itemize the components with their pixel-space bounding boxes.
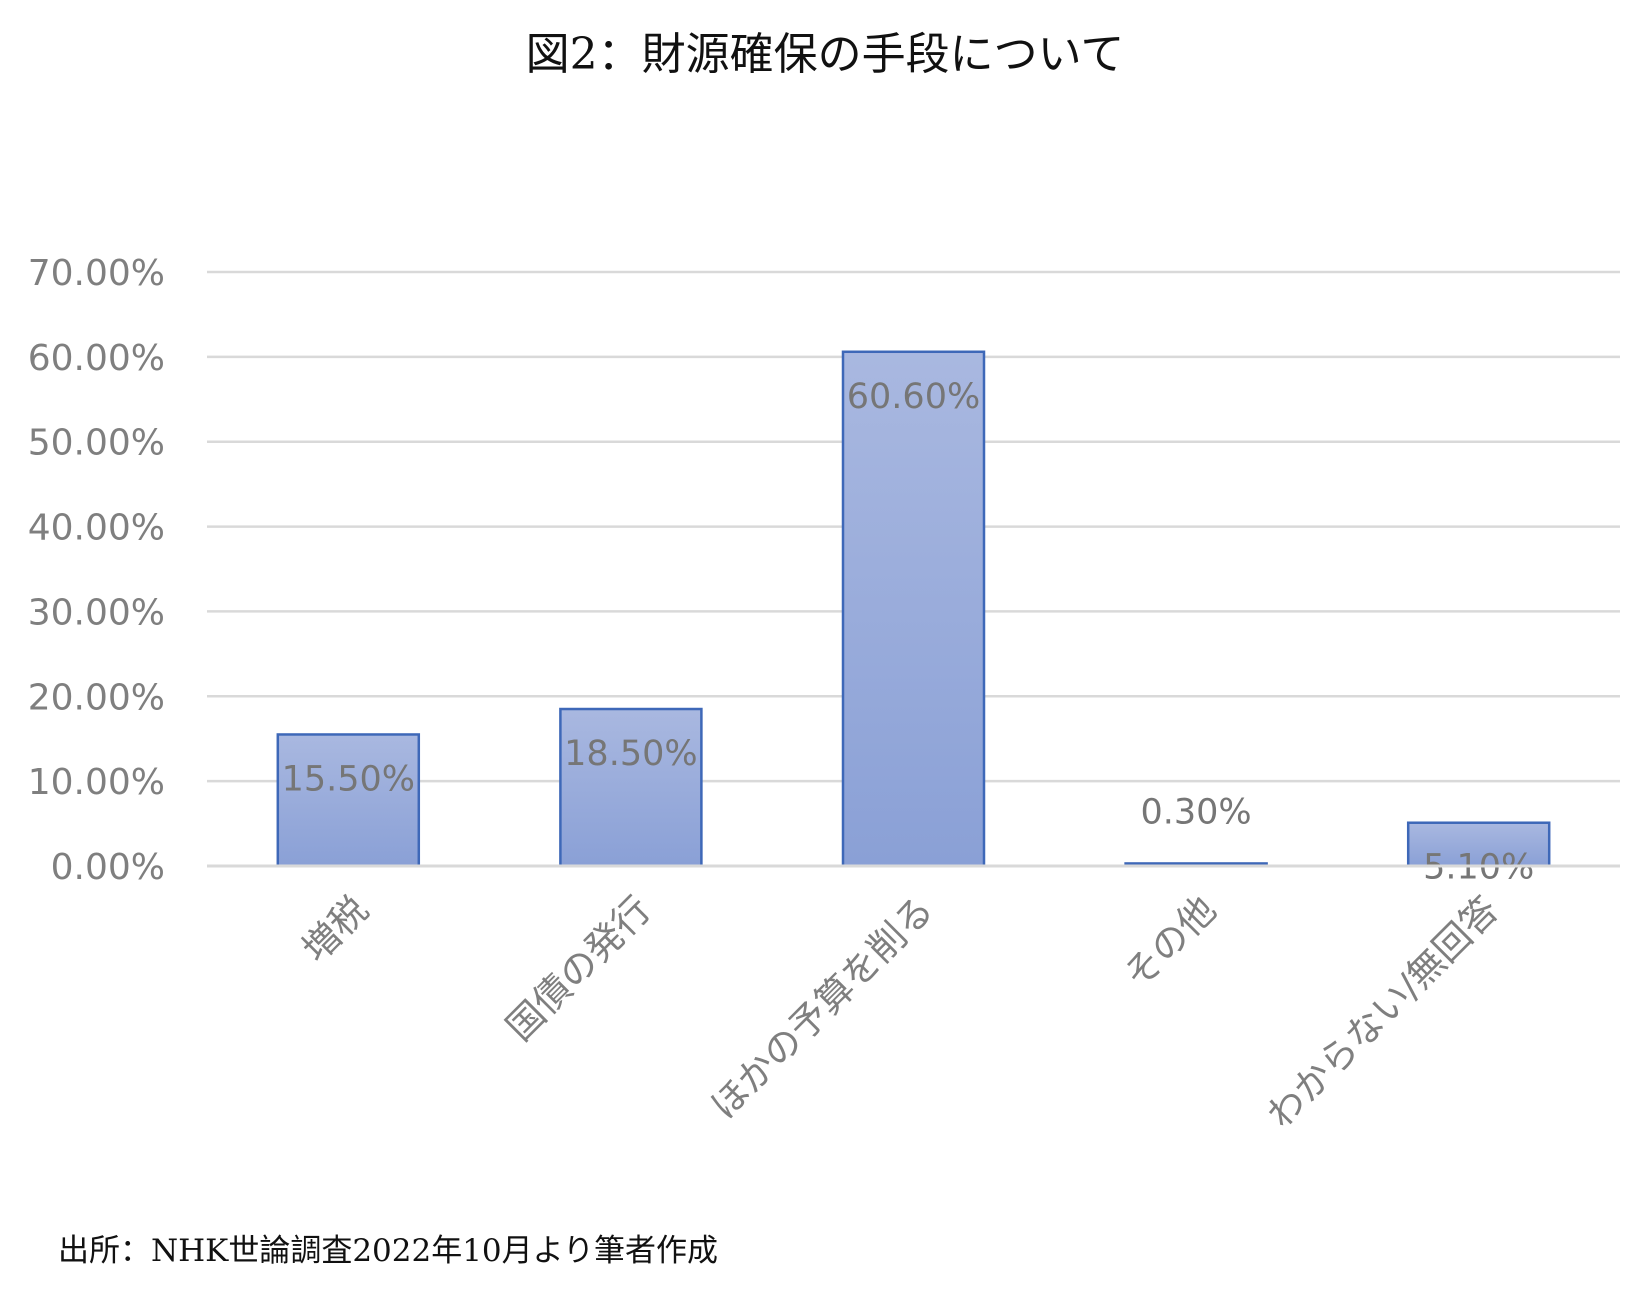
x-tick-label: 国債の発行 — [498, 888, 659, 1049]
data-label: 5.10% — [1423, 848, 1534, 888]
bar — [841, 350, 986, 868]
y-tick-label: 50.00% — [28, 423, 165, 464]
y-tick-label: 40.00% — [28, 508, 165, 549]
y-tick-label: 30.00% — [28, 592, 165, 633]
y-tick-label: 70.00% — [28, 253, 165, 294]
chart-title: 図2：財源確保の手段について — [525, 29, 1125, 80]
x-tick-label: その他 — [1116, 888, 1225, 997]
bar — [276, 733, 421, 868]
data-label: 60.60% — [847, 377, 980, 417]
data-label: 0.30% — [1141, 792, 1252, 832]
data-label: 18.50% — [564, 734, 697, 774]
y-tick-label: 20.00% — [28, 677, 165, 718]
data-label: 15.50% — [282, 759, 415, 799]
y-tick-label: 60.00% — [28, 338, 165, 379]
bar — [1406, 821, 1551, 868]
x-tick-label: 増税 — [294, 888, 377, 971]
source-note: 出所：NHK世論調査2022年10月より筆者作成 — [58, 1233, 719, 1269]
x-tick-label: わからない/無回答 — [1259, 888, 1508, 1137]
x-tick-label: ほかの予算を削る — [702, 888, 942, 1128]
y-tick-label: 0.00% — [51, 847, 165, 888]
bar — [559, 707, 703, 868]
y-tick-label: 10.00% — [28, 762, 165, 803]
